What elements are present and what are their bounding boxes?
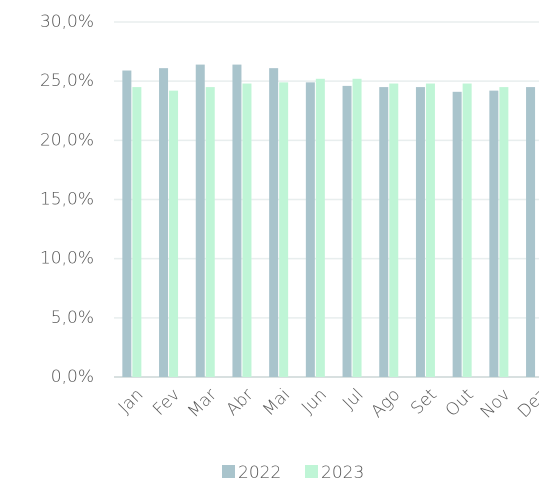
- x-tick-label: Nov: [477, 385, 515, 423]
- x-tick-label: Set: [407, 385, 441, 419]
- legend-label: 2023: [321, 463, 364, 483]
- y-tick-label: 25,0%: [40, 71, 94, 91]
- bar: [205, 87, 215, 377]
- x-tick-label: Ago: [367, 385, 404, 422]
- bar: [352, 78, 362, 378]
- x-tick-label: Jan: [115, 385, 148, 418]
- x-tick-label: Jul: [339, 385, 368, 414]
- bar: [526, 87, 536, 377]
- bar: [452, 91, 462, 378]
- y-tick-label: 15,0%: [40, 190, 94, 210]
- y-tick-label: 0,0%: [51, 367, 94, 387]
- bar: [242, 83, 252, 378]
- bar: [462, 83, 472, 378]
- x-tick-label: Mai: [259, 385, 294, 420]
- bar: [489, 90, 499, 377]
- bar: [232, 64, 242, 377]
- bar: [499, 87, 509, 377]
- bar: [169, 90, 179, 377]
- bar: [389, 83, 399, 378]
- bar: [132, 87, 142, 377]
- legend-label: 2022: [238, 463, 281, 483]
- bar: [305, 82, 315, 377]
- x-tick-label: Jun: [298, 385, 331, 418]
- legend-swatch: [305, 465, 318, 478]
- x-tick-label: Fev: [149, 385, 184, 420]
- y-tick-label: 10,0%: [40, 249, 94, 269]
- bar: [122, 70, 132, 378]
- x-tick-label: Mar: [184, 385, 221, 422]
- y-tick-label: 20,0%: [40, 130, 94, 150]
- bar: [195, 64, 205, 377]
- x-tick-label: Dez: [514, 385, 539, 422]
- y-tick-label: 5,0%: [51, 308, 94, 328]
- x-tick-label: Abr: [223, 385, 258, 420]
- bar: [415, 87, 425, 377]
- y-tick-label: 30,0%: [40, 12, 94, 32]
- bar: [315, 78, 325, 378]
- legend-swatch: [222, 465, 235, 478]
- bar: [379, 87, 389, 377]
- bar: [425, 83, 435, 378]
- bar: [279, 82, 289, 377]
- bar: [269, 68, 279, 378]
- bar: [342, 85, 352, 378]
- x-tick-label: Out: [442, 385, 478, 421]
- bar: [159, 68, 169, 378]
